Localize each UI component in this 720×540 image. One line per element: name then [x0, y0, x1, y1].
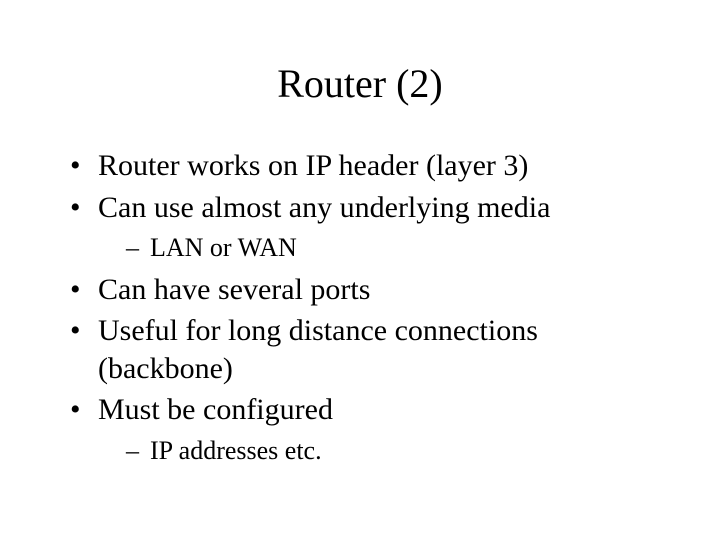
- bullet-item: Must be configured IP addresses etc.: [70, 391, 660, 467]
- slide: Router (2) Router works on IP header (la…: [0, 0, 720, 540]
- bullet-text: Must be configured: [98, 393, 333, 426]
- sub-bullet-text: IP addresses etc.: [150, 436, 322, 465]
- bullet-text: Useful for long distance connections (ba…: [98, 314, 538, 385]
- bullet-text: Router works on IP header (layer 3): [98, 149, 528, 182]
- bullet-text: Can have several ports: [98, 273, 370, 306]
- bullet-item: Useful for long distance connections (ba…: [70, 312, 660, 387]
- bullet-text: Can use almost any underlying media: [98, 191, 550, 224]
- sub-bullet-list: IP addresses etc.: [126, 435, 660, 468]
- sub-bullet-text: LAN or WAN: [150, 233, 297, 262]
- bullet-list: Router works on IP header (layer 3) Can …: [70, 147, 660, 467]
- bullet-item: Can use almost any underlying media LAN …: [70, 189, 660, 265]
- slide-title: Router (2): [60, 60, 660, 107]
- sub-bullet-list: LAN or WAN: [126, 232, 660, 265]
- sub-bullet-item: LAN or WAN: [126, 232, 660, 265]
- bullet-item: Router works on IP header (layer 3): [70, 147, 660, 185]
- sub-bullet-item: IP addresses etc.: [126, 435, 660, 468]
- bullet-item: Can have several ports: [70, 271, 660, 309]
